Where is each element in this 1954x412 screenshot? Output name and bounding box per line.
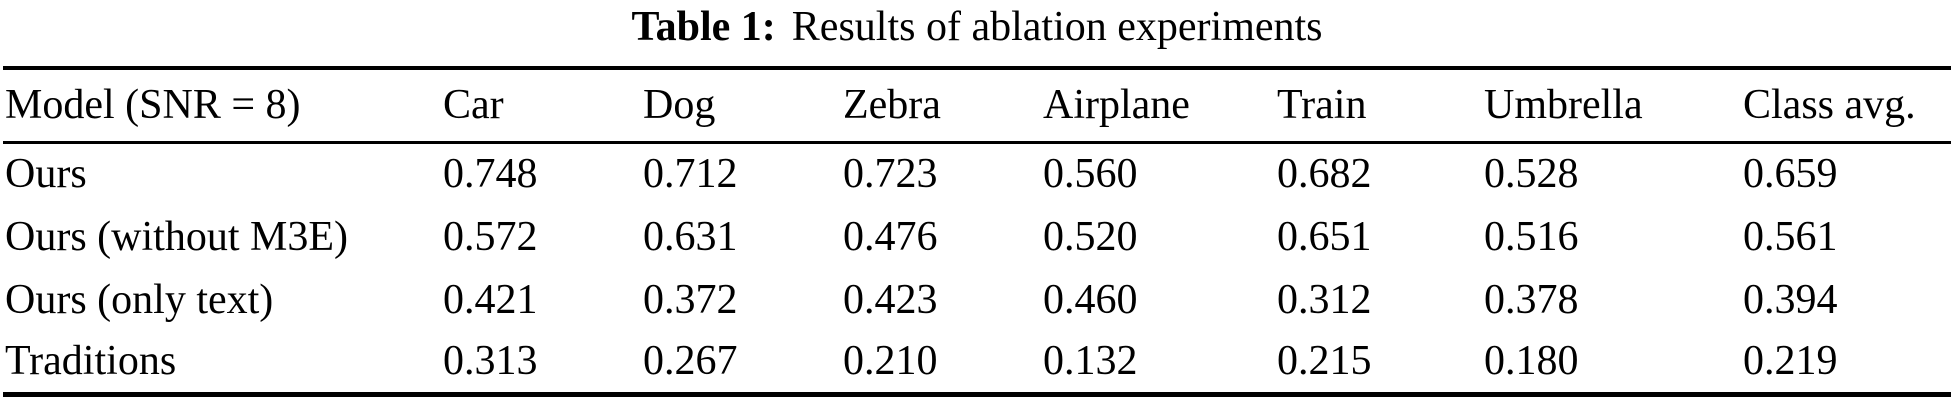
value-cell: 0.423 [843, 276, 938, 323]
column-header-umbrella: Umbrella [1484, 68, 1743, 144]
table-row: Ours 0.748 0.712 0.723 0.560 0.682 0.528… [3, 142, 1951, 205]
value-cell: 0.520 [1043, 213, 1138, 260]
value-cell: 0.394 [1743, 276, 1838, 323]
value-cell: 0.631 [643, 213, 738, 260]
value-cell: 0.561 [1743, 213, 1838, 260]
column-header-airplane: Airplane [1043, 68, 1277, 144]
value-cell: 0.712 [643, 151, 738, 198]
table-caption-label: Table 1: [631, 4, 776, 50]
model-cell: Ours (only text) [5, 276, 274, 323]
ablation-results-table: Model (SNR = 8) Car Dog Zebra Airplane T… [3, 66, 1951, 397]
value-cell: 0.132 [1043, 338, 1138, 385]
column-header-train: Train [1277, 68, 1484, 144]
value-cell: 0.267 [643, 338, 738, 385]
value-cell: 0.572 [443, 213, 538, 260]
value-cell: 0.748 [443, 151, 538, 198]
value-cell: 0.460 [1043, 276, 1138, 323]
value-cell: 0.528 [1484, 151, 1579, 198]
column-header-dog: Dog [643, 68, 843, 144]
column-header-model: Model (SNR = 8) [3, 68, 443, 144]
value-cell: 0.215 [1277, 338, 1372, 385]
value-cell: 0.372 [643, 276, 738, 323]
column-header-car: Car [443, 68, 643, 144]
value-cell: 0.682 [1277, 151, 1372, 198]
value-cell: 0.378 [1484, 276, 1579, 323]
value-cell: 0.180 [1484, 338, 1579, 385]
column-header-class-avg: Class avg. [1743, 68, 1951, 144]
model-cell: Ours (without M3E) [5, 213, 348, 260]
column-header-zebra: Zebra [843, 68, 1043, 144]
model-cell: Ours [5, 151, 87, 198]
model-cell: Traditions [5, 338, 177, 385]
table-row: Traditions 0.313 0.267 0.210 0.132 0.215… [3, 331, 1951, 394]
value-cell: 0.476 [843, 213, 938, 260]
value-cell: 0.560 [1043, 151, 1138, 198]
value-cell: 0.651 [1277, 213, 1372, 260]
value-cell: 0.313 [443, 338, 538, 385]
table-caption: Table 1: Results of ablation experiments [0, 0, 1954, 66]
value-cell: 0.516 [1484, 213, 1579, 260]
table-row: Ours (without M3E) 0.572 0.631 0.476 0.5… [3, 205, 1951, 268]
value-cell: 0.723 [843, 151, 938, 198]
value-cell: 0.219 [1743, 338, 1838, 385]
table-row: Ours (only text) 0.421 0.372 0.423 0.460… [3, 268, 1951, 331]
table-header-row: Model (SNR = 8) Car Dog Zebra Airplane T… [3, 68, 1951, 144]
value-cell: 0.421 [443, 276, 538, 323]
value-cell: 0.659 [1743, 151, 1838, 198]
table-caption-text: Results of ablation experiments [791, 4, 1323, 50]
value-cell: 0.312 [1277, 276, 1372, 323]
value-cell: 0.210 [843, 338, 938, 385]
